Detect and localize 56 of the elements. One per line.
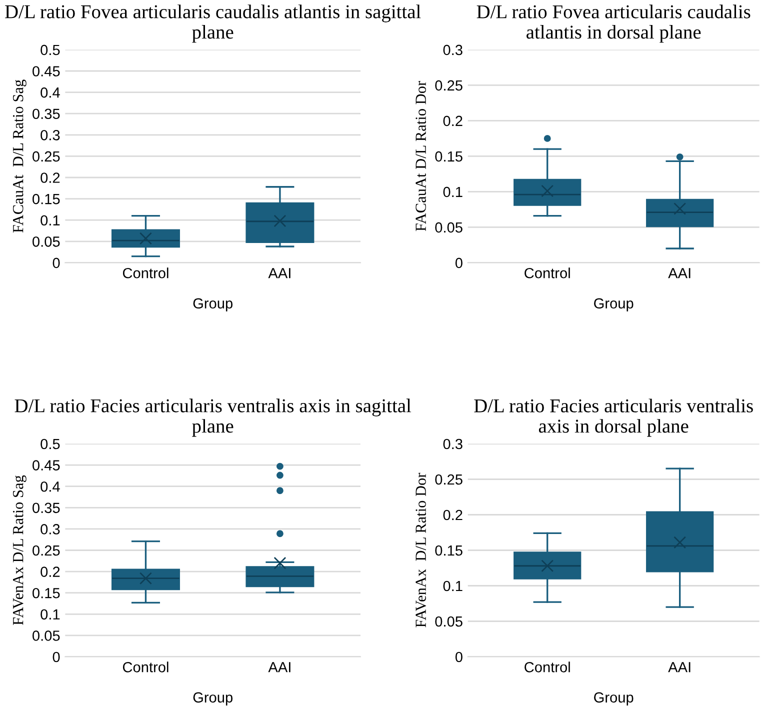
y-tick-label: 0	[52, 652, 60, 662]
y-tick-label: 0.15	[32, 194, 60, 204]
y-tick-label: 0.35	[32, 108, 60, 120]
y-axis-title: FACauAt D/L Ratio Sag	[12, 80, 26, 233]
chart-title: D/L ratio Fovea articularis caudalis atlantis in dorsal plane	[476, 4, 750, 43]
y-tick-label: 0.05	[435, 616, 462, 627]
x-tick-label: Control	[122, 662, 168, 672]
y-tick-label: 0.4	[40, 87, 60, 98]
y-tick-label: 0.15	[435, 151, 462, 162]
y-tick-label: 0.2	[40, 566, 60, 577]
chart-title: D/L ratio Facies articularis ventralis axis in sagittal plane	[14, 398, 412, 437]
x-axis-title: Group	[193, 298, 232, 312]
y-tick-label: 0.25	[32, 151, 60, 162]
y-tick-label: 0.4	[40, 481, 60, 492]
y-tick-label: 0.25	[435, 80, 462, 91]
y-tick-label: 0.1	[40, 609, 60, 620]
y-tick-label: 0.35	[32, 502, 60, 514]
x-axis-title: Group	[193, 692, 232, 706]
y-tick-label: 0.5	[40, 438, 60, 450]
y-axis-title: FAVenAx D/L Ratio Sag	[12, 475, 26, 625]
y-tick-label: 0.1	[443, 580, 462, 592]
x-tick-label: AAI	[668, 268, 690, 278]
y-tick-label: 0	[455, 652, 462, 662]
x-tick-label: Control	[524, 662, 570, 672]
y-tick-label: 0.3	[40, 524, 60, 534]
chart-title: D/L ratio Fovea articularis caudalis atlantis in sagittal plane	[5, 4, 421, 43]
y-tick-label: 0.5	[40, 44, 60, 56]
y-axis-title: FAVenAx D/L Ratio Dor	[416, 472, 426, 628]
y-tick-label: 0.3	[443, 438, 462, 450]
y-tick-label: 0.15	[32, 588, 60, 598]
y-axis-title: FACauAt D/L Ratio Dor	[416, 81, 426, 232]
y-tick-label: 0.45	[32, 460, 60, 470]
y-tick-label: 0.25	[32, 545, 60, 556]
y-tick-label: 0	[52, 258, 60, 268]
y-tick-label: 0.2	[443, 116, 462, 126]
chart-title: D/L ratio Facies articularis ventralis axis in dorsal plane	[474, 398, 753, 437]
x-tick-label: AAI	[268, 268, 290, 278]
y-tick-label: 0.1	[443, 186, 462, 198]
x-tick-label: Control	[122, 268, 168, 278]
y-tick-label: 0.05	[32, 236, 60, 247]
y-tick-label: 0.45	[32, 66, 60, 76]
x-tick-label: AAI	[668, 662, 690, 672]
y-tick-label: 0.2	[40, 172, 60, 183]
y-tick-label: 0.3	[40, 130, 60, 140]
y-tick-label: 0.05	[435, 222, 462, 233]
x-axis-title: Group	[594, 692, 634, 706]
y-tick-label: 0.25	[435, 474, 462, 485]
x-tick-label: Control	[524, 268, 570, 278]
y-tick-label: 0.05	[32, 630, 60, 641]
y-tick-label: 0.15	[435, 545, 462, 556]
y-tick-label: 0	[455, 258, 462, 268]
y-tick-label: 0.3	[443, 44, 462, 56]
y-tick-label: 0.2	[443, 510, 462, 520]
x-tick-label: AAI	[268, 662, 290, 672]
y-tick-label: 0.1	[40, 215, 60, 226]
x-axis-title: Group	[594, 298, 634, 312]
